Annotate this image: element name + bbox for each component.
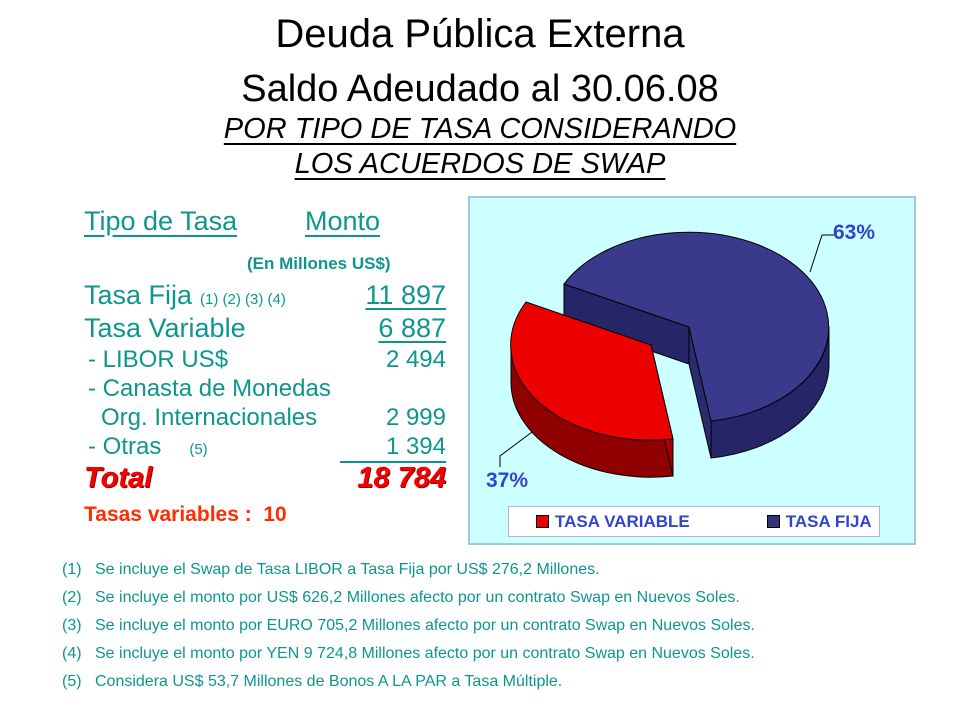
slide-subtitle-date: Saldo Adeudado al 30.06.08 — [241, 68, 719, 110]
row-value: 2 999 — [385, 404, 446, 431]
footnote-text: Se incluye el monto por YEN 9 724,8 Mill… — [95, 645, 755, 662]
footnote-1: (1) Se incluye el Swap de Tasa LIBOR a T… — [62, 561, 932, 579]
footnote-number: (2) — [62, 589, 82, 606]
footnote-number: (4) — [62, 645, 82, 662]
pie-chart-panel: 63% 37% TASA VARIABLE TASA FIJA — [468, 196, 916, 545]
legend-label: TASA VARIABLE — [555, 511, 690, 531]
chart-legend: TASA VARIABLE TASA FIJA — [508, 506, 880, 537]
row-value: 11 897 — [365, 280, 446, 310]
footnote-marker: (5) — [189, 441, 208, 458]
table-row-org-internacionales: Org. Internacionales 2 999 — [84, 404, 446, 433]
row-label: - LIBOR US$ — [88, 346, 229, 373]
row-value: 6 887 — [378, 313, 446, 343]
footnotes: (1) Se incluye el Swap de Tasa LIBOR a T… — [62, 561, 932, 701]
table-row-otras: - Otras (5) 1 394 — [84, 433, 446, 463]
footnote-number: (5) — [62, 673, 82, 690]
footnote-markers: (1) (2) (3) (4) — [200, 291, 286, 308]
unit-note: (En Millones US$) — [247, 254, 391, 273]
footnote-number: (1) — [62, 561, 82, 578]
slide-title: Deuda Pública Externa — [275, 12, 685, 56]
data-label-63-percent: 63% — [833, 221, 876, 244]
row-value: 2 494 — [385, 346, 446, 373]
table-row-libor: - LIBOR US$ 2 494 — [84, 346, 446, 375]
legend-swatch-red — [536, 515, 549, 528]
pie-slice-tasa-fija — [563, 231, 830, 459]
column-header-monto: Monto — [305, 206, 381, 236]
footnote-text: Se incluye el Swap de Tasa LIBOR a Tasa … — [95, 561, 600, 578]
debt-table-header: Tipo de Tasa Monto (En Millones US$) — [84, 206, 446, 273]
debt-table-rows: Tasa Fija (1) (2) (3) (4) 11 897 Tasa Var… — [84, 280, 446, 496]
footnote-3: (3) Se incluye el monto por EURO 705,2 M… — [62, 617, 932, 635]
slide-subtitle-line1: POR TIPO DE TASA CONSIDERANDO — [223, 113, 737, 145]
footnote-number: (3) — [62, 617, 82, 634]
table-row-total: Total 18 784 — [84, 462, 446, 496]
legend-item-tasa-variable: TASA VARIABLE — [536, 512, 690, 532]
row-label: Tasa Fija — [84, 280, 193, 310]
row-label: Tasa Variable — [84, 313, 246, 343]
footnote-text: Considera US$ 53,7 Millones de Bonos A L… — [95, 673, 563, 690]
legend-swatch-navy — [766, 515, 780, 528]
row-value: 18 784 — [357, 462, 446, 494]
callout-line-63 — [809, 234, 834, 273]
table-row-canasta: - Canasta de Monedas — [84, 375, 446, 404]
footnote-text: Se incluye el monto por US$ 626,2 Millon… — [95, 589, 740, 606]
row-label: - Canasta de Monedas — [88, 375, 331, 402]
table-row-tasa-fija: Tasa Fija (1) (2) (3) (4) 11 897 — [84, 280, 446, 313]
slide-subtitle-line2: LOS ACUERDOS DE SWAP — [294, 148, 666, 180]
variable-rates-note: Tasas variables : 10 — [84, 503, 287, 526]
footnote-text: Se incluye el monto por EURO 705,2 Millo… — [95, 617, 755, 634]
column-header-tipo-de-tasa: Tipo de Tasa — [84, 206, 238, 236]
debt-table: Tipo de Tasa Monto (En Millones US$) Tas… — [84, 206, 446, 526]
legend-label: TASA FIJA — [785, 511, 872, 531]
pie-chart-3d — [499, 231, 834, 478]
data-label-37-percent: 37% — [486, 469, 529, 492]
callout-line-37 — [499, 431, 533, 467]
row-label: - Otras — [88, 433, 162, 460]
row-value: 1 394 — [340, 433, 446, 463]
row-label: Total — [84, 462, 153, 494]
footnote-2: (2) Se incluye el monto por US$ 626,2 Mi… — [62, 589, 932, 607]
row-label: Org. Internacionales — [101, 404, 318, 431]
pie-slice-tasa-variable — [510, 301, 674, 478]
table-row-tasa-variable: Tasa Variable 6 887 — [84, 313, 446, 346]
footnote-4: (4) Se incluye el monto por YEN 9 724,8 … — [62, 645, 932, 663]
footnote-5: (5) Considera US$ 53,7 Millones de Bonos… — [62, 673, 932, 691]
legend-item-tasa-fija: TASA FIJA — [766, 511, 872, 532]
